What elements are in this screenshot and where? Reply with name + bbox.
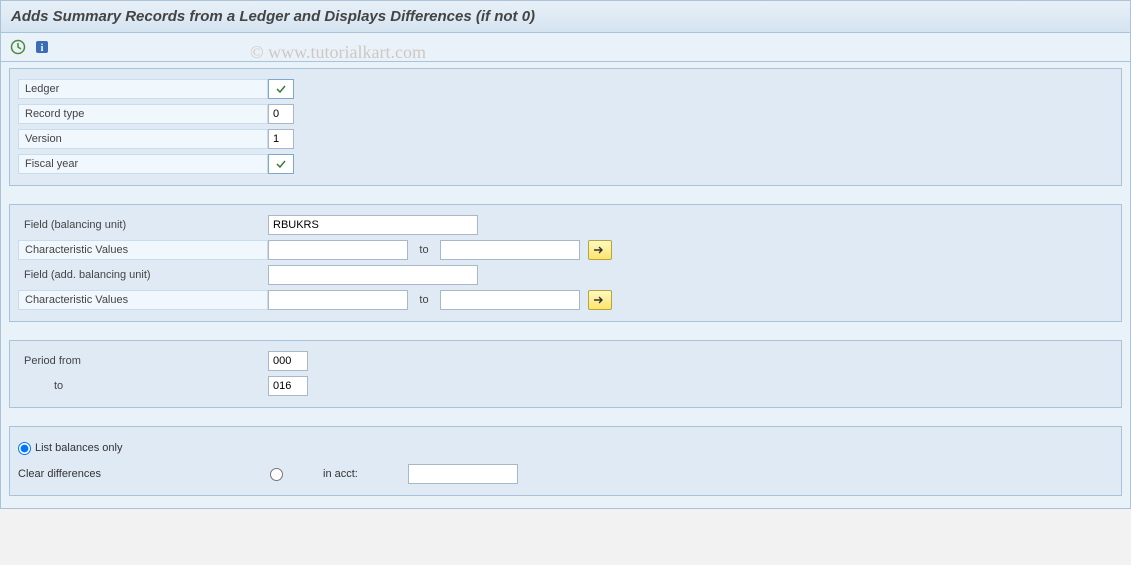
period-to-input[interactable] bbox=[268, 376, 308, 396]
char-values-1-label: Characteristic Values bbox=[18, 240, 268, 260]
char2-from-input[interactable] bbox=[268, 290, 408, 310]
field-bu-label: Field (balancing unit) bbox=[18, 215, 268, 235]
group-ledger: Ledger Record type Version Fiscal year bbox=[9, 68, 1122, 186]
record-type-input[interactable] bbox=[268, 104, 294, 124]
ledger-required-icon[interactable] bbox=[268, 79, 294, 99]
in-acct-input[interactable] bbox=[408, 464, 518, 484]
fiscal-year-required-icon[interactable] bbox=[268, 154, 294, 174]
char2-multi-select-icon[interactable] bbox=[588, 290, 612, 310]
period-from-input[interactable] bbox=[268, 351, 308, 371]
info-icon[interactable]: i bbox=[33, 38, 51, 56]
svg-text:i: i bbox=[41, 43, 44, 54]
char1-multi-select-icon[interactable] bbox=[588, 240, 612, 260]
version-input[interactable] bbox=[268, 129, 294, 149]
char1-from-input[interactable] bbox=[268, 240, 408, 260]
list-balances-label: List balances only bbox=[35, 442, 122, 454]
field-abu-label: Field (add. balancing unit) bbox=[18, 265, 268, 285]
toolbar: i bbox=[0, 33, 1131, 62]
field-bu-input[interactable] bbox=[268, 215, 478, 235]
ledger-label: Ledger bbox=[18, 79, 268, 99]
clear-diff-label: Clear differences bbox=[18, 468, 101, 480]
group-period: Period from to bbox=[9, 340, 1122, 408]
period-from-label: Period from bbox=[18, 351, 268, 371]
char-values-2-label: Characteristic Values bbox=[18, 290, 268, 310]
group-options: List balances only Clear differences in … bbox=[9, 426, 1122, 496]
char2-to-label: to bbox=[414, 294, 434, 306]
group-balancing: Field (balancing unit) Characteristic Va… bbox=[9, 204, 1122, 322]
content-area: Ledger Record type Version Fiscal year bbox=[0, 62, 1131, 509]
fiscal-year-label: Fiscal year bbox=[18, 154, 268, 174]
page-title: Adds Summary Records from a Ledger and D… bbox=[0, 0, 1131, 33]
record-type-label: Record type bbox=[18, 104, 268, 124]
char1-to-input[interactable] bbox=[440, 240, 580, 260]
execute-icon[interactable] bbox=[9, 38, 27, 56]
period-to-label: to bbox=[18, 376, 268, 396]
list-balances-radio[interactable] bbox=[18, 442, 31, 455]
field-abu-input[interactable] bbox=[268, 265, 478, 285]
clear-diff-radio[interactable] bbox=[270, 468, 283, 481]
version-label: Version bbox=[18, 129, 268, 149]
char1-to-label: to bbox=[414, 244, 434, 256]
char2-to-input[interactable] bbox=[440, 290, 580, 310]
in-acct-label: in acct: bbox=[323, 468, 358, 480]
